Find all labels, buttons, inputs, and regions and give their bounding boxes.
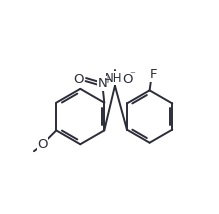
- Text: N: N: [98, 77, 108, 90]
- Text: O: O: [73, 73, 83, 86]
- Text: ⁻: ⁻: [129, 71, 135, 81]
- Text: F: F: [150, 68, 157, 82]
- Text: O: O: [37, 138, 48, 151]
- Text: O: O: [122, 73, 133, 86]
- Text: NH₂: NH₂: [105, 71, 128, 85]
- Text: +: +: [103, 75, 111, 85]
